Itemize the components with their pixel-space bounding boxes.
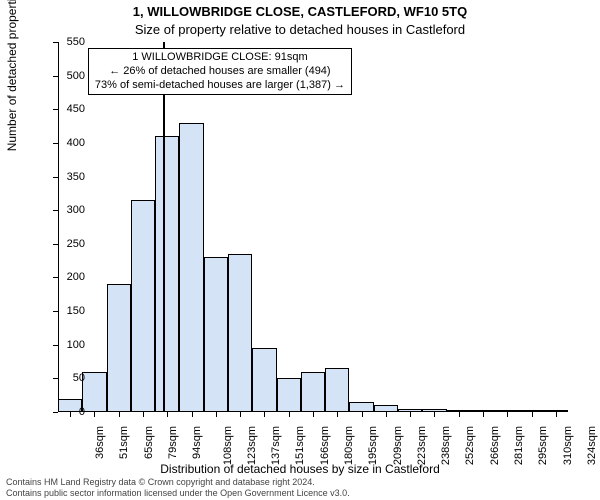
y-tick-label: 450 [55,103,85,115]
y-tick-label: 50 [55,372,85,384]
bar [131,200,155,412]
axis-y [58,42,59,412]
bar [325,368,349,412]
y-tick-label: 400 [55,137,85,149]
x-tick-label: 324sqm [586,426,598,465]
bar [179,123,203,412]
x-tick [216,412,217,417]
y-tick-label: 200 [55,271,85,283]
x-tick [507,412,508,417]
x-tick [410,412,411,417]
x-tick-label: 123sqm [246,426,258,465]
x-tick-label: 209sqm [392,426,404,465]
x-tick [337,412,338,417]
x-tick-label: 65sqm [143,426,155,459]
footer-line2: Contains public sector information licen… [6,488,350,498]
x-tick [289,412,290,417]
page-title: 1, WILLOWBRIDGE CLOSE, CASTLEFORD, WF10 … [0,4,600,19]
x-tick-label: 252sqm [465,426,477,465]
x-tick-label: 166sqm [319,426,331,465]
y-tick-label: 250 [55,238,85,250]
x-tick [313,412,314,417]
x-tick [532,412,533,417]
bar [228,254,252,412]
x-tick-label: 180sqm [343,426,355,465]
x-tick-label: 79sqm [167,426,179,459]
x-tick [143,412,144,417]
x-tick-label: 151sqm [295,426,307,465]
bar [349,402,373,412]
plot-area: 1 WILLOWBRIDGE CLOSE: 91sqm ← 26% of det… [58,42,568,412]
footer-line1: Contains HM Land Registry data © Crown c… [6,477,350,487]
bar [252,348,276,412]
x-tick [240,412,241,417]
bar [155,136,179,412]
annotation-box: 1 WILLOWBRIDGE CLOSE: 91sqm ← 26% of det… [88,48,352,95]
x-tick-label: 310sqm [562,426,574,465]
x-tick-label: 51sqm [118,426,130,459]
y-tick-label: 300 [55,204,85,216]
x-tick-label: 223sqm [416,426,428,465]
x-tick [386,412,387,417]
annotation-line2: ← 26% of detached houses are smaller (49… [95,65,345,79]
y-tick-label: 100 [55,339,85,351]
footer-attribution: Contains HM Land Registry data © Crown c… [6,477,350,498]
x-tick-label: 295sqm [537,426,549,465]
page-subtitle: Size of property relative to detached ho… [0,22,600,37]
x-tick-label: 238sqm [440,426,452,465]
y-tick-label: 500 [55,70,85,82]
bar [374,405,398,412]
x-tick [362,412,363,417]
y-tick-label: 150 [55,305,85,317]
x-tick [264,412,265,417]
y-tick-label: 550 [55,36,85,48]
x-tick-label: 137sqm [270,426,282,465]
marker-line [163,42,165,412]
x-axis-label: Distribution of detached houses by size … [0,462,600,476]
bar [277,378,301,412]
x-tick-label: 266sqm [489,426,501,465]
x-tick [167,412,168,417]
x-tick [483,412,484,417]
annotation-line3: 73% of semi-detached houses are larger (… [95,79,345,93]
x-tick [459,412,460,417]
bar [82,372,106,412]
x-tick-label: 195sqm [367,426,379,465]
y-tick-label: 350 [55,171,85,183]
x-tick [192,412,193,417]
bar [204,257,228,412]
x-tick [94,412,95,417]
x-tick-label: 94sqm [191,426,203,459]
y-axis-label: Number of detached properties [5,0,19,151]
x-tick [119,412,120,417]
x-tick-label: 108sqm [222,426,234,465]
x-tick-label: 36sqm [94,426,106,459]
annotation-line1: 1 WILLOWBRIDGE CLOSE: 91sqm [95,51,345,65]
bar [107,284,131,412]
bar [301,372,325,412]
y-tick-label: 0 [55,406,85,418]
x-tick [556,412,557,417]
x-tick [434,412,435,417]
x-tick-label: 281sqm [513,426,525,465]
chart-container: 1, WILLOWBRIDGE CLOSE, CASTLEFORD, WF10 … [0,0,600,500]
